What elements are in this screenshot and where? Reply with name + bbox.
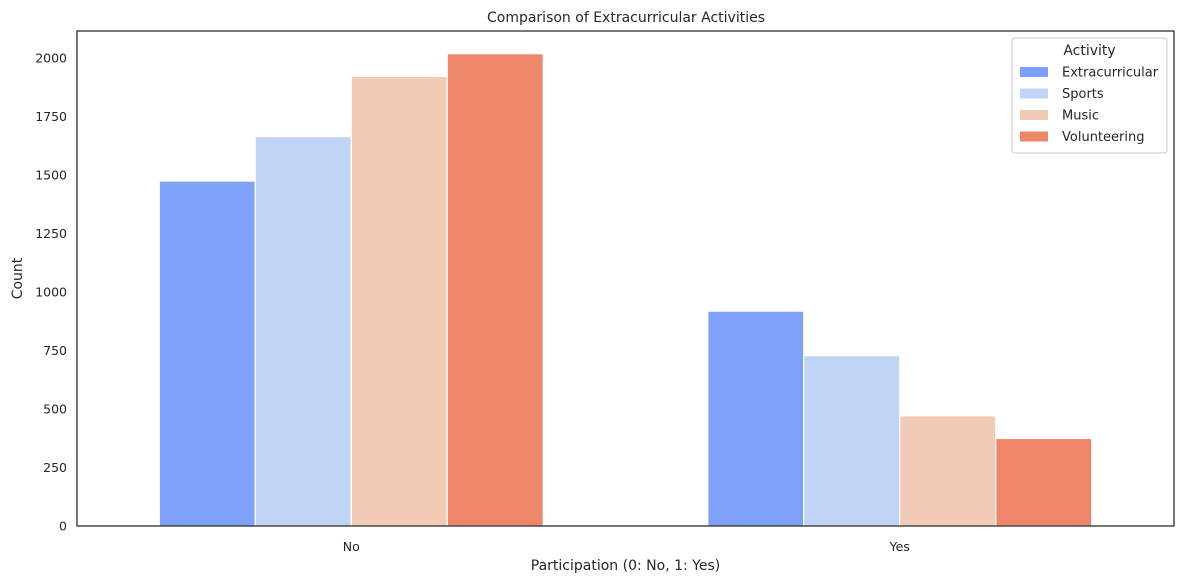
bar-sports-yes [803, 355, 901, 527]
bar-sports-no [254, 135, 352, 527]
plot-frame [76, 30, 1175, 527]
bar-music-no [350, 75, 448, 527]
x-axis-label: Participation (0: No, 1: Yes) [531, 558, 720, 574]
y-axis-label: Count [10, 257, 26, 299]
legend-swatch-music [1020, 110, 1048, 120]
bar-extracurricular-yes [707, 310, 805, 527]
legend-items: Extracurricular Sports Music Volunteering [1020, 66, 1159, 145]
legend-swatch-extracurricular [1020, 67, 1048, 77]
y-tick-label: 1750 [35, 109, 67, 124]
legend-swatch-volunteering [1020, 131, 1048, 142]
legend-swatch-sports [1020, 88, 1048, 99]
y-tick-label: 1000 [35, 284, 67, 299]
x-tick-label: Yes [889, 539, 910, 554]
legend-label-extracurricular: Extracurricular [1062, 66, 1159, 81]
legend-title: Activity [1063, 43, 1115, 59]
legend-label-volunteering: Volunteering [1062, 130, 1144, 145]
y-tick-label: 2000 [35, 50, 67, 65]
chart-title: Comparison of Extracurricular Activities [487, 10, 765, 26]
legend-box [1011, 37, 1168, 154]
legend-label-music: Music [1062, 109, 1099, 124]
y-axis-ticks: 0 250 500 750 1000 1250 1500 1750 2000 [35, 50, 67, 533]
y-tick-label: 1250 [35, 226, 67, 241]
y-tick-label: 500 [43, 401, 67, 416]
bars-group [158, 53, 1093, 527]
bar-volunteering-no [446, 53, 544, 527]
y-tick-label: 250 [43, 460, 67, 475]
legend-label-sports: Sports [1062, 87, 1104, 102]
bar-music-yes [899, 415, 997, 527]
bar-volunteering-yes [995, 437, 1093, 527]
x-axis-ticks: No Yes [343, 539, 910, 554]
legend: Activity Extracurricular Sports Music Volun… [1011, 37, 1168, 154]
bar-extracurricular-no [158, 180, 256, 527]
y-tick-label: 750 [43, 343, 67, 358]
y-tick-label: 0 [59, 519, 67, 534]
x-tick-label: No [343, 539, 360, 554]
y-tick-label: 1500 [35, 167, 67, 182]
